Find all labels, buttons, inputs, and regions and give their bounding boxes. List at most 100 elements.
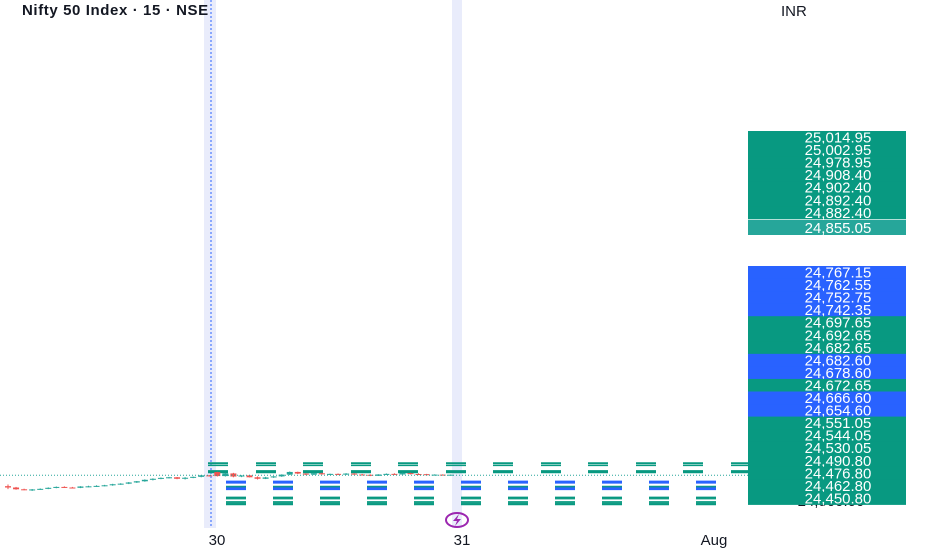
lower-level-badge-text-8: 24,678.60 [805, 365, 872, 382]
lower-level-badge-bg-11 [748, 404, 906, 418]
candle-29 [238, 475, 245, 478]
candle-16 [133, 480, 140, 483]
lower-level-badge-bg-16 [748, 466, 906, 480]
candle-4 [37, 488, 44, 490]
lower-level-badge-text-14: 24,530.05 [805, 440, 872, 457]
candle-body-40 [327, 473, 333, 475]
lower-level-badge-text-7: 24,682.60 [805, 352, 872, 369]
session-band-30 [204, 0, 216, 528]
candle-2 [21, 488, 28, 491]
lower-level-badge-bg-10 [748, 391, 906, 405]
candle-22 [182, 477, 189, 480]
candle-body-25 [206, 475, 213, 477]
candle-body-1 [13, 487, 20, 490]
candle-48 [391, 473, 398, 475]
candle-body-33 [270, 476, 277, 478]
upper-level-badge-bg-4 [748, 181, 906, 195]
candle-body-11 [93, 485, 100, 487]
lower-level-badge-text-16: 24,476.80 [805, 465, 872, 482]
upper-level-badge-bg-3 [748, 168, 906, 182]
lower-level-badge-bg-6 [748, 341, 906, 355]
time-axis[interactable]: 30 31 Aug [209, 532, 728, 549]
last-price-badge-bg [748, 220, 906, 235]
upper-level-badge-bg-0 [748, 131, 906, 144]
candle-11 [93, 485, 100, 487]
candle-body-16 [133, 481, 140, 483]
candle-body-19 [157, 477, 164, 479]
upper-level-badge-bg-2 [748, 156, 906, 170]
candle-body-10 [85, 486, 92, 488]
candle-body-2 [21, 489, 28, 491]
candle-body-13 [109, 484, 116, 486]
candle-39 [318, 472, 325, 475]
candle-body-9 [77, 486, 84, 488]
candle-body-41 [335, 473, 342, 475]
candle-43 [351, 473, 358, 475]
x-tick-label-2: Aug [701, 532, 728, 549]
candle-body-28 [230, 473, 237, 477]
lower-level-badge-text-6: 24,682.65 [805, 340, 872, 357]
candle-50 [407, 472, 414, 475]
candle-21 [174, 476, 181, 480]
candle-body-7 [61, 486, 68, 488]
candle-44 [359, 473, 366, 476]
lower-level-badge-text-2: 24,752.75 [805, 290, 872, 307]
candle-body-6 [53, 486, 60, 488]
lower-level-badge-bg-17 [748, 479, 906, 493]
upper-level-badge-text-6: 24,882.40 [805, 205, 872, 222]
candle-13 [109, 483, 116, 486]
upper-level-badge-text-1: 25,002.95 [805, 142, 872, 159]
level-price-labels: 25,014.9525,002.9524,978.9524,908.4024,9… [748, 130, 906, 507]
candle-body-34 [278, 474, 285, 477]
candle-body-12 [101, 485, 108, 487]
lower-level-badge-bg-0 [748, 266, 906, 279]
lower-level-badge-bg-18 [748, 491, 906, 505]
candle-body-8 [69, 487, 76, 489]
upper-level-badge-bg-6 [748, 206, 906, 220]
lower-level-badge-text-1: 24,762.55 [805, 277, 872, 294]
candle-23 [190, 476, 197, 479]
candle-body-15 [125, 482, 132, 484]
candle-body-4 [37, 488, 44, 490]
lower-level-badge-bg-13 [748, 429, 906, 443]
candle-body-47 [383, 473, 390, 475]
candle-body-17 [141, 479, 148, 482]
upper-level-badge-text-3: 24,908.40 [805, 167, 872, 184]
candle-body-22 [182, 477, 189, 479]
candle-body-0 [5, 486, 11, 488]
candle-19 [157, 477, 164, 480]
candle-body-50 [407, 473, 414, 475]
candle-body-21 [174, 477, 181, 479]
candle-25 [206, 475, 213, 477]
lower-level-badge-text-11: 24,654.60 [805, 403, 872, 420]
candle-5 [45, 487, 52, 490]
chart-title: Nifty 50 Index · 15 · NSE [22, 2, 209, 19]
candle-body-35 [286, 471, 293, 475]
flash-icon [453, 514, 461, 526]
candle-8 [69, 486, 76, 489]
lower-level-badge-text-5: 24,692.65 [805, 327, 872, 344]
candle-18 [149, 478, 156, 481]
candle-body-45 [367, 474, 374, 476]
candle-body-38 [310, 473, 317, 475]
lower-level-badge-bg-1 [748, 278, 906, 292]
lower-level-badge-text-10: 24,666.60 [805, 390, 872, 407]
candle-10 [85, 485, 92, 488]
candle-1 [13, 486, 20, 490]
lower-level-badge-bg-5 [748, 328, 906, 342]
event-marker[interactable] [445, 512, 469, 528]
candle-20 [166, 476, 172, 479]
x-tick-label-0: 30 [209, 532, 226, 549]
lower-level-badge-bg-7 [748, 353, 906, 367]
candle-26 [214, 471, 221, 477]
lower-level-badge-bg-8 [748, 366, 906, 380]
lower-level-badge-bg-15 [748, 454, 906, 468]
candle-body-44 [359, 474, 366, 476]
candle-51 [415, 473, 422, 476]
candle-body-49 [399, 473, 406, 475]
lower-level-badge-bg-9 [748, 378, 906, 392]
candle-15 [125, 482, 132, 485]
lower-level-badge-bg-2 [748, 291, 906, 305]
lower-level-badge-text-18: 24,450.80 [805, 490, 872, 507]
